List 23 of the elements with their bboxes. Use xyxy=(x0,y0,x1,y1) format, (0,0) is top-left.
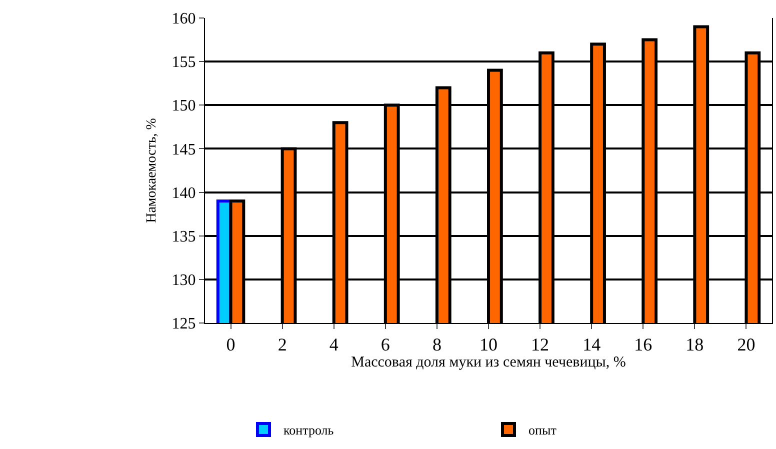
legend-label: контроль xyxy=(284,422,334,438)
y-tick-label: 160 xyxy=(172,10,196,28)
y-tick-label: 145 xyxy=(172,141,196,158)
x-tick-label: 10 xyxy=(480,334,498,355)
x-tick-label: 0 xyxy=(226,334,236,355)
y-tick-label: 140 xyxy=(172,184,196,202)
x-tick-label: 2 xyxy=(278,334,287,355)
y-tick-label: 135 xyxy=(172,228,196,246)
x-tick-label: 14 xyxy=(582,334,601,355)
legend-label: опыт xyxy=(528,422,557,438)
y-tick-label: 150 xyxy=(172,98,196,115)
x-tick-label: 18 xyxy=(686,334,704,355)
x-tick-label: 12 xyxy=(531,334,550,355)
y-tick-label: 125 xyxy=(172,316,196,333)
x-tick-label: 4 xyxy=(329,334,338,355)
y-tick-label: 130 xyxy=(172,272,196,290)
x-axis-title: Массовая доля муки из семян чечевицы, % xyxy=(351,354,626,371)
x-tick-label: 16 xyxy=(634,334,652,355)
y-tick-label: 155 xyxy=(172,54,196,72)
x-tick-label: 20 xyxy=(737,334,756,355)
x-tick-label: 6 xyxy=(380,334,390,355)
x-tick-label: 8 xyxy=(432,334,442,355)
y-axis-title: Намокаемость, % xyxy=(144,118,160,223)
